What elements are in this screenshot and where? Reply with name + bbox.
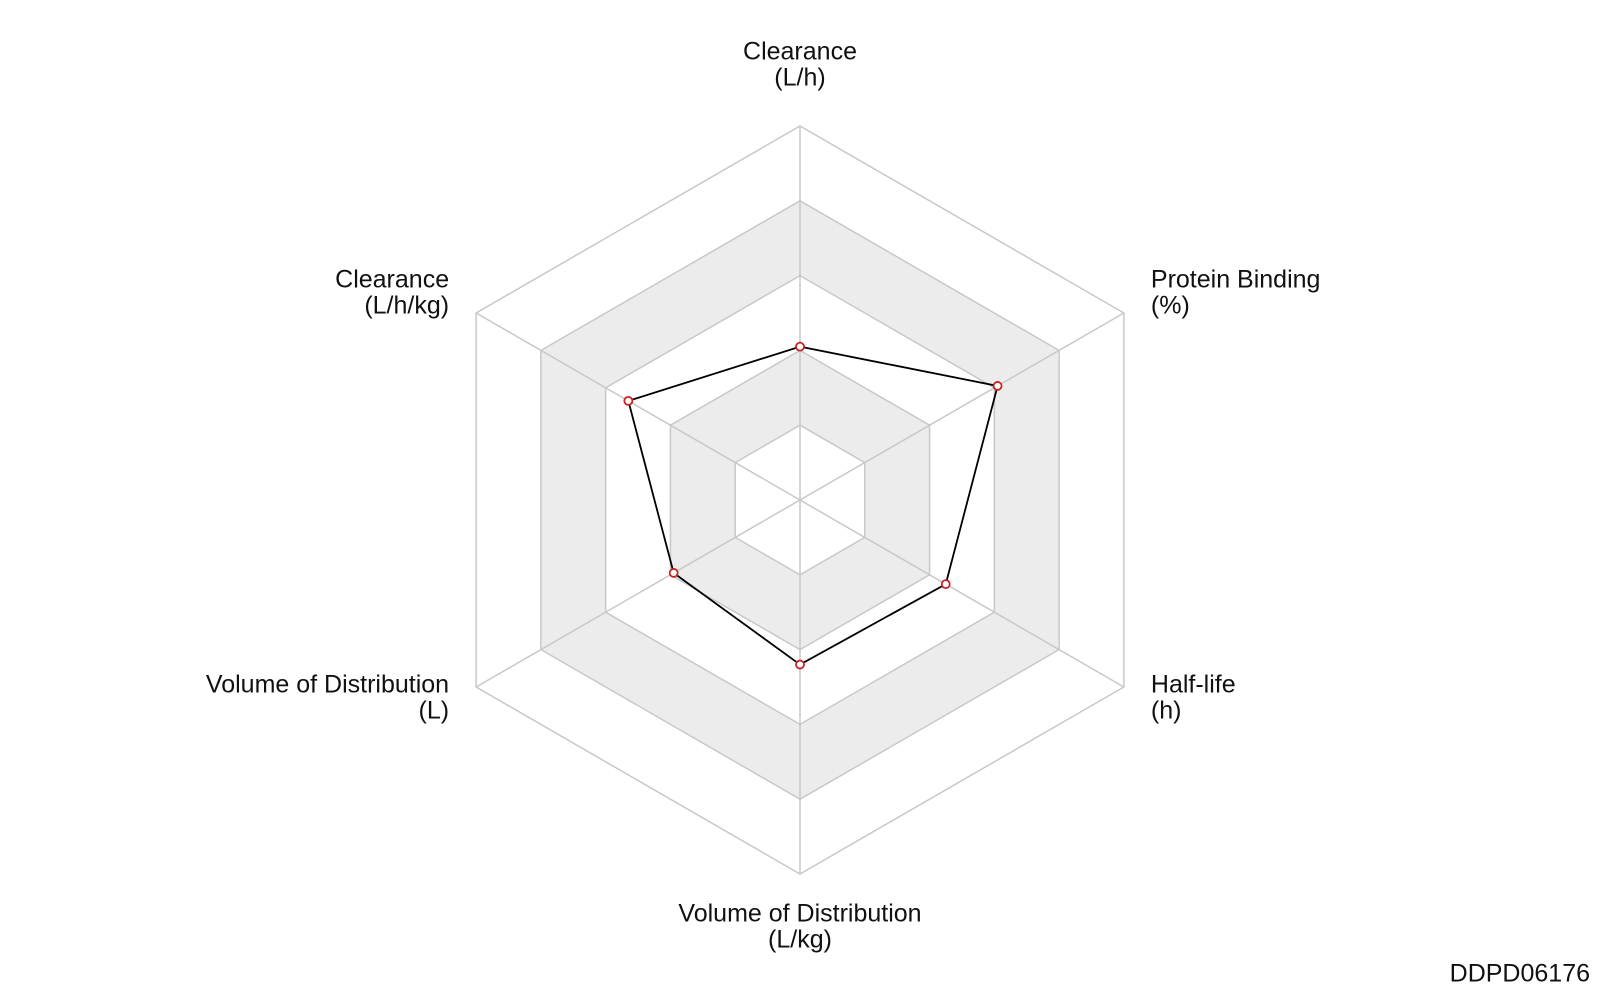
axis-label: Volume of Distribution bbox=[678, 900, 921, 928]
data-point bbox=[992, 381, 1003, 391]
axis-unit: (L/h) bbox=[774, 64, 825, 92]
axis-spoke bbox=[475, 312, 801, 501]
axis-label: Half-life bbox=[1151, 671, 1236, 699]
axis-label: Volume of Distribution bbox=[206, 671, 449, 699]
axis-spoke bbox=[475, 499, 801, 688]
data-point bbox=[623, 395, 634, 406]
axis-spoke bbox=[799, 312, 1125, 501]
axis-label: Clearance bbox=[743, 38, 857, 66]
axis-unit: (%) bbox=[1151, 292, 1190, 320]
axis-unit: (L) bbox=[419, 697, 450, 725]
axis-spoke bbox=[799, 499, 1125, 688]
axis-label: Protein Binding bbox=[1151, 266, 1321, 294]
data-point bbox=[940, 579, 951, 590]
data-point bbox=[668, 568, 679, 578]
data-point bbox=[795, 341, 805, 352]
data-point bbox=[795, 659, 805, 670]
axis-unit: (L/kg) bbox=[768, 926, 832, 954]
axis-unit: (L/h/kg) bbox=[364, 292, 449, 320]
watermark: DDPD06176 bbox=[1450, 960, 1590, 988]
axis-label: Clearance bbox=[335, 266, 449, 294]
axis-unit: (h) bbox=[1151, 697, 1182, 725]
